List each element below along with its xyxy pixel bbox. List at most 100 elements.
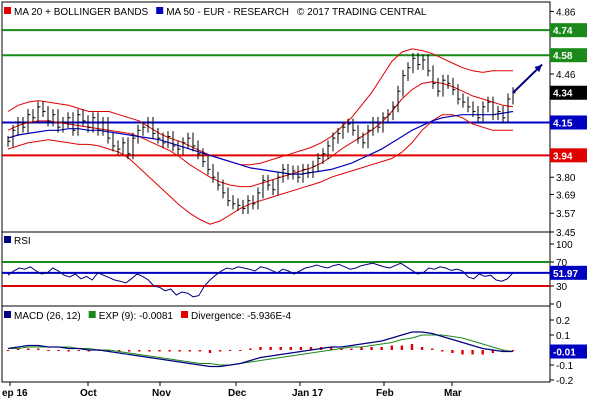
x-axis: ep 16 Oct Nov Dec Jan 17 Feb Mar <box>2 382 462 399</box>
x-tick-label: Oct <box>80 388 97 399</box>
price-legend-2: © 2017 TRADING CENTRAL <box>297 7 427 18</box>
divergence-bar <box>47 350 50 351</box>
divergence-bar <box>27 348 30 350</box>
divergence-bar <box>481 350 484 355</box>
level-tag-3-box <box>550 148 587 163</box>
divergence-bar <box>431 348 434 350</box>
x-tick-label: Mar <box>444 388 462 399</box>
ma20-line <box>7 81 514 188</box>
macd-signal-line <box>8 334 514 366</box>
macd-frame <box>1 305 551 383</box>
level-tag-1: 4.58 <box>550 48 587 63</box>
level-tag-3: 3.94 <box>550 148 587 163</box>
rsi-line <box>7 262 514 298</box>
square-marker-icon <box>4 236 11 243</box>
macd-legend-0: MACD (26, 12) <box>14 311 81 322</box>
x-tick-label: Dec <box>228 388 247 399</box>
rsi-legend-0: RSI <box>14 236 31 247</box>
rsi-ytick-label: 30 <box>556 282 568 293</box>
divergence-bar <box>128 350 131 352</box>
x-tick-label: Jan 17 <box>292 388 324 399</box>
divergence-bar <box>198 350 202 352</box>
divergence-bar <box>501 350 505 352</box>
divergence-bar <box>511 350 515 351</box>
price-ytick-label: 3.45 <box>556 228 576 239</box>
divergence-bar <box>350 348 353 350</box>
macd-legend-2: Divergence: -5.936E-4 <box>191 311 291 322</box>
rsi-ytick-label: 0 <box>556 300 562 311</box>
divergence-bar <box>6 350 10 351</box>
divergence-bar <box>330 347 333 350</box>
price-legend-0: MA 20 + BOLLINGER BANDS <box>14 7 149 18</box>
divergence-bar <box>380 347 383 350</box>
macd-legend-1: EXP (9): -0.0081 <box>99 311 174 322</box>
divergence-bar <box>370 347 373 350</box>
rsi-last-tag: 51.97 <box>550 265 587 280</box>
divergence-bar <box>178 350 181 352</box>
x-tick-label: Feb <box>376 388 394 399</box>
divergence-bar <box>229 350 232 351</box>
divergence-bar <box>87 350 90 352</box>
square-marker-icon <box>88 311 96 318</box>
divergence-bar <box>491 350 494 353</box>
price-ytick-label: 3.69 <box>556 190 576 201</box>
level-tag-3-text: 3.94 <box>553 151 573 162</box>
divergence-bar <box>299 347 303 350</box>
ma50-line <box>7 110 514 175</box>
price-ytick-label: 4.86 <box>556 7 576 18</box>
divergence-bar <box>117 350 121 352</box>
price-ytick-label: 4.46 <box>556 70 576 81</box>
macd-ytick-label: -0.1 <box>556 361 574 372</box>
price-panel: MA 20 + BOLLINGER BANDS MA 50 - EUR - RES… <box>1 1 587 239</box>
divergence-bar <box>188 350 191 352</box>
divergence-bar <box>410 344 414 350</box>
divergence-bar <box>67 350 70 352</box>
divergence-bar <box>451 350 454 353</box>
divergence-bar <box>138 350 141 352</box>
rsi-panel: RSI 100 70 30 0 51.97 <box>1 231 587 311</box>
macd-ytick-label: 0.2 <box>556 316 570 327</box>
rsi-last-tag-box <box>550 265 587 280</box>
divergence-bar <box>239 350 242 351</box>
rsi-ytick-label: 70 <box>556 258 568 269</box>
divergence-bar <box>148 350 151 352</box>
square-marker-icon <box>4 311 11 318</box>
last-price-tag-text: 4.34 <box>553 89 573 100</box>
divergence-bar <box>158 350 161 352</box>
divergence-bar <box>461 350 464 355</box>
divergence-bar <box>107 350 111 352</box>
x-tick-label: Nov <box>152 388 171 399</box>
divergence-bar <box>269 347 272 350</box>
level-tag-2: 4.15 <box>550 115 587 130</box>
divergence-bar <box>279 347 282 350</box>
level-tag-1-text: 4.58 <box>553 51 573 62</box>
divergence-bar <box>57 350 60 351</box>
divergence-bar <box>77 350 80 351</box>
macd-ytick-label: -0.2 <box>556 376 574 387</box>
macd-last-tag-text: -0.01 <box>553 348 576 359</box>
divergence-bar <box>208 350 212 353</box>
last-price-tag-box <box>550 85 587 100</box>
divergence-bar <box>168 350 171 352</box>
divergence-bar <box>37 348 40 350</box>
macd-ytick-label: 0.1 <box>556 331 570 342</box>
price-ytick-label: 3.80 <box>556 173 576 184</box>
x-tick-label: ep 16 <box>2 388 28 399</box>
divergence-bar <box>309 347 313 350</box>
divergence-bar <box>471 350 474 355</box>
level-tag-2-text: 4.15 <box>553 118 573 129</box>
level-tag-2-box <box>550 115 587 130</box>
arrow-head-icon <box>534 64 542 73</box>
divergence-bar <box>400 345 404 350</box>
square-marker-icon <box>181 311 188 318</box>
macd-last-tag: -0.01 <box>550 344 587 359</box>
divergence-bar <box>441 350 444 352</box>
level-tag-0: 4.74 <box>550 23 587 38</box>
divergence-bar <box>16 348 20 350</box>
macd-last-tag-box <box>550 344 587 359</box>
price-ytick-label: 3.57 <box>556 209 576 220</box>
divergence-bar <box>249 348 252 350</box>
divergence-bar <box>289 347 292 350</box>
divergence-bar <box>259 347 262 350</box>
